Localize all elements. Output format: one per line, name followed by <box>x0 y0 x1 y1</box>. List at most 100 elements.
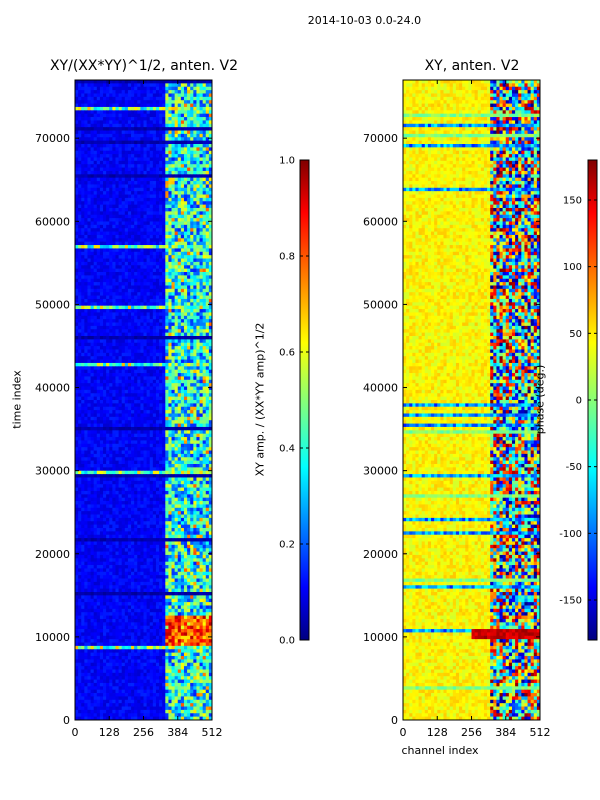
heatmap-cell <box>134 234 138 239</box>
heatmap-cell <box>115 336 119 340</box>
heatmap-cell <box>205 322 210 327</box>
heatmap-cell <box>131 362 135 367</box>
heatmap-cell <box>78 346 82 350</box>
heatmap-cell <box>196 376 200 381</box>
heatmap-cell <box>137 443 141 448</box>
heatmap-cell <box>205 184 210 189</box>
heatmap-cell <box>190 443 194 448</box>
heatmap-cell <box>109 383 113 387</box>
heatmap-cell <box>103 93 107 98</box>
heatmap-cell <box>106 389 110 394</box>
heatmap-cell <box>143 191 148 195</box>
heatmap-cell <box>140 261 144 266</box>
heatmap-cell <box>134 194 138 199</box>
heatmap-cell <box>183 349 188 354</box>
heatmap-cell <box>196 157 200 162</box>
heatmap-cell <box>180 292 185 296</box>
heatmap-cell <box>149 312 154 317</box>
heatmap-cell <box>205 251 210 256</box>
heatmap-cell <box>159 309 163 313</box>
heatmap-cell <box>78 420 82 424</box>
heatmap-cell <box>193 373 197 377</box>
heatmap-cell <box>202 437 207 441</box>
heatmap-cell <box>109 113 113 118</box>
heatmap-cell <box>90 93 95 98</box>
heatmap-cell <box>183 393 188 398</box>
heatmap-cell <box>208 214 213 219</box>
heatmap-cell <box>78 369 82 374</box>
heatmap-cell <box>121 120 126 125</box>
heatmap-cell <box>81 137 85 142</box>
heatmap-cell <box>171 90 176 94</box>
heatmap-cell <box>124 241 129 246</box>
heatmap-cell <box>165 285 169 290</box>
heatmap-cell <box>152 181 157 185</box>
heatmap-cell <box>96 231 101 236</box>
heatmap-cell <box>75 261 79 266</box>
heatmap-cell <box>78 329 82 334</box>
heatmap-cell <box>140 369 144 374</box>
heatmap-cell <box>143 218 148 222</box>
heatmap-cell <box>187 150 191 155</box>
heatmap-cell <box>152 309 157 313</box>
heatmap-cell <box>193 312 197 317</box>
heatmap-cell <box>171 457 176 462</box>
heatmap-cell <box>134 346 138 350</box>
heatmap-cell <box>131 437 135 441</box>
heatmap-cell <box>146 181 151 185</box>
heatmap-cell <box>109 393 113 398</box>
heatmap-cell <box>90 275 95 280</box>
heatmap-cell <box>106 106 110 111</box>
heatmap-cell <box>146 346 151 350</box>
heatmap-cell <box>149 396 154 401</box>
heatmap-cell <box>202 426 207 431</box>
heatmap-cell <box>205 396 210 401</box>
heatmap-cell <box>127 120 132 125</box>
heatmap-cell <box>134 352 138 357</box>
heatmap-cell <box>199 224 204 229</box>
heatmap-cell <box>152 339 157 344</box>
heatmap-cell <box>131 204 135 209</box>
heatmap-cell <box>168 154 172 158</box>
heatmap-cell <box>205 352 210 357</box>
heatmap-cell <box>171 194 176 199</box>
heatmap-cell <box>205 457 210 462</box>
heatmap-cell <box>149 100 154 104</box>
heatmap-cell <box>193 362 197 367</box>
heatmap-cell <box>180 241 185 246</box>
heatmap-cell <box>131 140 135 145</box>
heatmap-cell <box>81 295 85 300</box>
heatmap-cell <box>121 248 126 253</box>
heatmap-cell <box>87 282 91 286</box>
heatmap-cell <box>87 194 91 199</box>
heatmap-cell <box>159 113 163 118</box>
heatmap-cell <box>103 201 107 206</box>
heatmap-cell <box>155 265 160 270</box>
heatmap-cell <box>78 123 82 128</box>
heatmap-cell <box>112 305 116 310</box>
heatmap-cell <box>162 228 166 232</box>
heatmap-cell <box>190 174 194 179</box>
heatmap-cell <box>155 170 160 175</box>
heatmap-cell <box>124 181 129 185</box>
heatmap-cell <box>84 117 88 121</box>
heatmap-cell <box>165 393 169 398</box>
heatmap-cell <box>81 248 85 253</box>
heatmap-cell <box>78 413 82 418</box>
heatmap-cell <box>124 110 129 115</box>
heatmap-cell <box>75 123 79 128</box>
heatmap-cell <box>137 83 141 88</box>
heatmap-cell <box>187 265 191 270</box>
heatmap-cell <box>118 440 123 445</box>
heatmap-cell <box>155 96 160 101</box>
heatmap-cell <box>106 268 110 273</box>
heatmap-cell <box>205 410 210 414</box>
heatmap-cell <box>84 295 88 300</box>
heatmap-cell <box>146 211 151 216</box>
heatmap-cell <box>205 413 210 418</box>
heatmap-cell <box>93 379 98 384</box>
heatmap-cell <box>112 251 116 256</box>
heatmap-cell <box>183 96 188 101</box>
heatmap-cell <box>199 433 204 438</box>
heatmap-cell <box>168 234 172 239</box>
